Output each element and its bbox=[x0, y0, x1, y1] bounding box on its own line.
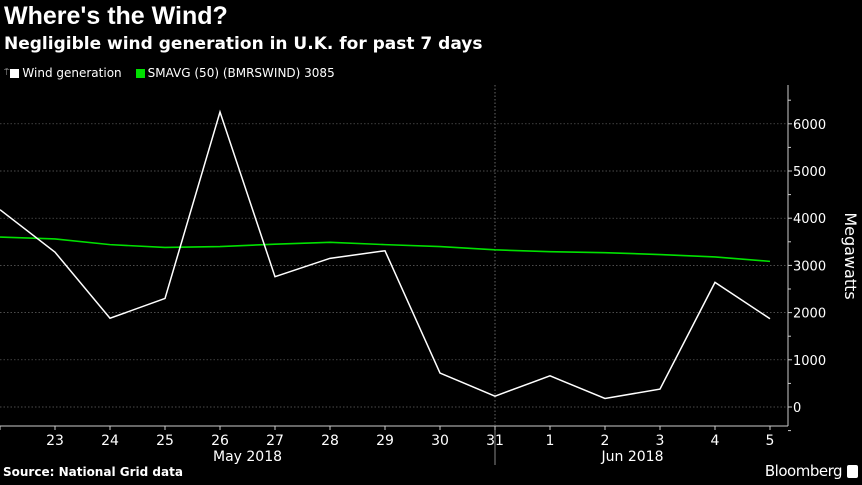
y-tick-label: 3000 bbox=[793, 259, 826, 274]
x-group-label-jun: Jun 2018 bbox=[601, 449, 664, 465]
bloomberg-icon bbox=[847, 465, 858, 478]
legend-swatch-wind bbox=[10, 68, 20, 78]
bloomberg-logo: Bloomberg bbox=[764, 462, 843, 480]
legend: ⍑ Wind generation SMAVG (50) (BMRSWIND) … bbox=[4, 66, 349, 80]
x-tick-label: 24 bbox=[101, 433, 119, 449]
x-tick-label: 1 bbox=[546, 433, 555, 449]
chart-title: Where's the Wind? bbox=[4, 2, 228, 30]
y-tick-label: 4000 bbox=[793, 212, 826, 227]
y-tick-label: 2000 bbox=[793, 307, 826, 322]
x-tick-label: 23 bbox=[46, 433, 64, 449]
x-tick-label: 5 bbox=[766, 433, 775, 449]
y-tick-label: 0 bbox=[793, 401, 801, 416]
legend-label-wind: Wind generation bbox=[22, 66, 122, 80]
y-axis-label: Megawatts bbox=[841, 212, 860, 299]
legend-label-smavg: SMAVG (50) (BMRSWIND) 3085 bbox=[147, 66, 335, 80]
x-tick-label: 31 bbox=[486, 433, 504, 449]
x-tick-label: 26 bbox=[211, 433, 229, 449]
source-note: Source: National Grid data bbox=[3, 465, 183, 479]
x-tick-label: 25 bbox=[156, 433, 174, 449]
x-tick-label: 29 bbox=[376, 433, 394, 449]
x-tick-label: 4 bbox=[711, 433, 720, 449]
x-tick-label: 28 bbox=[321, 433, 339, 449]
x-tick-label: 30 bbox=[431, 433, 449, 449]
y-tick-label: 6000 bbox=[793, 118, 826, 133]
series-line-smavg bbox=[0, 236, 771, 263]
x-tick-label: 27 bbox=[266, 433, 284, 449]
y-tick-label: 5000 bbox=[793, 165, 826, 180]
legend-pin-icon: ⍑ bbox=[4, 68, 10, 78]
x-group-label-may: May 2018 bbox=[213, 449, 282, 465]
y-tick-label: 1000 bbox=[793, 354, 826, 369]
legend-item-wind: Wind generation bbox=[10, 66, 122, 80]
legend-item-smavg: SMAVG (50) (BMRSWIND) 3085 bbox=[135, 66, 335, 80]
legend-swatch-smavg bbox=[135, 68, 145, 78]
x-tick-label: 2 bbox=[601, 433, 610, 449]
x-tick-label: 3 bbox=[656, 433, 665, 449]
series-line-wind-generation bbox=[0, 109, 771, 400]
chart-subtitle: Negligible wind generation in U.K. for p… bbox=[4, 34, 483, 54]
